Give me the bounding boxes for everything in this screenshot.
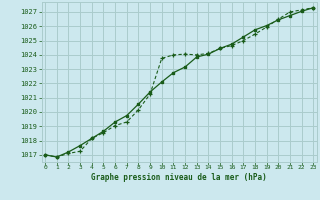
X-axis label: Graphe pression niveau de la mer (hPa): Graphe pression niveau de la mer (hPa) (91, 173, 267, 182)
